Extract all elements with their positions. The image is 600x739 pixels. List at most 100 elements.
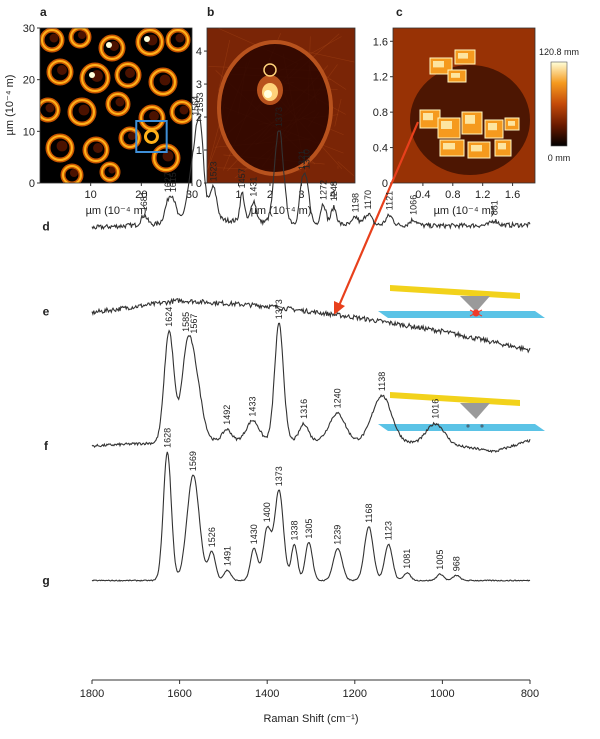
panel-b-x-tick: 3 (298, 189, 304, 201)
spectrum-g-peak-label: 1338 (289, 520, 299, 540)
panel-b-y-tick: 4 (196, 46, 202, 58)
panel-a-highlight-box (135, 120, 168, 153)
colorbar-max-label: 120.8 mm (539, 47, 579, 57)
panel-c-x-tick: 1.2 (475, 189, 490, 201)
spectrum-f-peak-label: 1316 (299, 399, 309, 419)
colorbar-min-label: 0 mm (548, 153, 571, 163)
spectrum-d-peak-label: 1627 (163, 172, 173, 192)
panel-c-y-tick: 0 (382, 178, 388, 190)
spectrum-d-peak-label: 1170 (363, 190, 373, 209)
panel-c-y-tick: 1.2 (373, 72, 388, 84)
spectrum-g-peak-label: 1526 (207, 527, 217, 547)
spectrum-g-peak-label: 1491 (222, 546, 232, 566)
raman-x-tick: 1000 (430, 688, 454, 700)
panel-a-x-tick: 20 (135, 189, 147, 201)
spectrum-g-peak-label: 1628 (162, 428, 172, 448)
spectrum-g-line (91, 451, 531, 582)
spectrum-d-peak-label: 1248 (329, 181, 339, 201)
panel-b-image (206, 27, 356, 184)
tip-schematic-on (378, 285, 545, 318)
panel-a-y-tick: 0 (29, 178, 35, 190)
spectrum-g-peak-label: 1239 (333, 525, 343, 545)
raman-x-axis: 1800 1600 1400 1200 1000 800 (80, 679, 539, 700)
colorbar: 120.8 mm 0 mm (539, 47, 579, 163)
panel-c-x-title: µm (10⁻⁴ m) (434, 205, 495, 217)
spectrum-g-peak-label: 1123 (384, 521, 394, 540)
panel-a-y-ticks: 0 10 20 30 (23, 23, 40, 190)
raman-x-title: Raman Shift (cm⁻¹) (263, 713, 358, 725)
spectrum-d-letter: d (42, 220, 49, 234)
spectrum-f-peak-label: 1567 (189, 314, 199, 334)
panel-b-y-tick: 1 (196, 145, 202, 157)
spectrum-g-peak-label: 1168 (364, 503, 374, 522)
spectrum-d-peak-label: 1553 (195, 92, 205, 112)
panel-c-x-tick: 1.6 (505, 189, 520, 201)
spectrum-g-peak-label: 1430 (249, 524, 259, 544)
spectrum-d-peak-label: 1681 (139, 191, 149, 211)
spectrum-d-peak-label: 1066 (408, 195, 418, 215)
panel-b-x-title: µm (10⁻⁴ m) (251, 205, 312, 217)
spectrum-d-peak-label: 1198 (351, 193, 361, 212)
spectrum-g-peak-label: 1569 (188, 451, 198, 471)
panel-c-y-tick: 1.6 (373, 36, 388, 48)
spectrum-f-line (91, 322, 531, 454)
panel-b-y-tick: 0 (196, 178, 202, 190)
panel-a-x-title: µm (10⁻⁴ m) (86, 205, 147, 217)
panel-a-letter: a (40, 5, 47, 19)
spectrum-d-peak-label: 1121 (384, 191, 394, 210)
spectrum-f-peak-label: 1492 (222, 405, 232, 425)
spectrum-f-peak-label: 1138 (377, 372, 387, 391)
panel-c-y-ticks: 0 0.4 0.8 1.2 1.6 (373, 36, 393, 190)
panel-c-y-tick: 0.8 (373, 107, 388, 119)
spectrum-d-peak-label: 1373 (274, 107, 284, 127)
panel-a-x-ticks: 10 20 30 (85, 183, 198, 201)
spectrum-g-peak-label: 968 (451, 556, 461, 571)
panel-a-y-tick: 10 (23, 126, 35, 138)
tip-schematic-off (378, 392, 545, 431)
spectrum-g-peak-label: 1305 (304, 519, 314, 539)
panel-c-x-tick: 0.4 (415, 189, 430, 201)
colorbar-gradient (550, 61, 568, 147)
raman-x-tick: 800 (521, 688, 539, 700)
panel-c-x-tick: 0.8 (445, 189, 460, 201)
raman-x-tick: 1200 (343, 688, 367, 700)
panel-c-letter: c (396, 5, 403, 19)
spectrum-e: e (43, 297, 531, 354)
raman-x-tick: 1600 (167, 688, 191, 700)
panel-b-y-tick: 3 (196, 79, 202, 91)
spectrum-f-peak-label: 1624 (164, 307, 174, 327)
spectrum-d-peak-label: 1321 (297, 150, 307, 170)
spectrum-e-line (91, 297, 531, 354)
spectrum-f-peak-label: 1585 (181, 312, 191, 332)
panel-a-image (39, 27, 193, 184)
spectrum-f-peak-label: 1240 (332, 388, 342, 408)
spectrum-e-letter: e (43, 305, 50, 319)
spectrum-d-peak-label: 1615 (168, 172, 178, 192)
raman-x-tick: 1800 (80, 688, 104, 700)
spectrum-d-line (91, 115, 531, 231)
panel-b-x-tick: 4 (330, 189, 336, 201)
spectrum-g-peak-label: 1081 (402, 549, 412, 569)
spectrum-g-letter: g (42, 573, 49, 587)
spectrum-d-peak-label: 1564 (190, 96, 200, 116)
spectrum-f-peak-label: 1373 (274, 299, 284, 319)
spectrum-g-peak-label: 1400 (262, 502, 272, 522)
spectrum-f-peak-label: 1433 (248, 397, 258, 417)
panel-c-y-tick: 0.4 (373, 143, 388, 155)
spectrum-g-peak-label: 1373 (274, 466, 284, 486)
spectrum-f-letter: f (44, 439, 49, 453)
panel-b-x-tick: 1 (235, 189, 241, 201)
spectrum-d-peak-label: 1310 (302, 149, 312, 169)
panel-a-y-title: µm (10⁻⁴ m) (4, 75, 16, 136)
panel-a-x-tick: 30 (186, 189, 198, 201)
spectrum-g-peak-label: 1005 (435, 550, 445, 570)
panel-b-x-tick: 2 (267, 189, 273, 201)
panel-c-image (392, 27, 536, 184)
spectrum-d-peak-label: 881 (490, 200, 500, 215)
panel-a-y-tick: 30 (23, 23, 35, 35)
